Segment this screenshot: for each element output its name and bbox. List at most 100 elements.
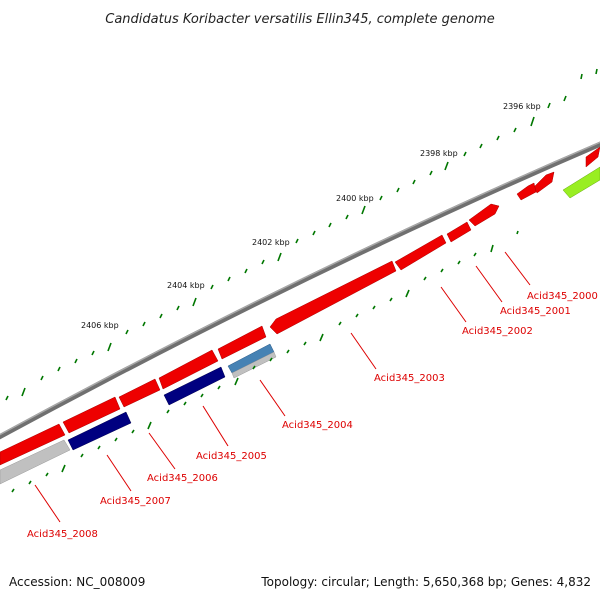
gene-feature[interactable] xyxy=(0,439,71,485)
scale-tick xyxy=(200,393,204,398)
scale-tick xyxy=(45,472,49,477)
scale-tick xyxy=(530,116,535,127)
scale-tick xyxy=(516,230,519,235)
scale-tick xyxy=(457,260,461,265)
inner-scale-ticks xyxy=(11,230,519,493)
kbp-label: 2398 kbp xyxy=(420,149,458,158)
scale-tick xyxy=(131,429,135,434)
scale-tick xyxy=(580,73,583,80)
scale-tick xyxy=(159,313,163,319)
leader-line xyxy=(259,379,286,417)
scale-tick xyxy=(183,401,187,406)
gene-feature[interactable] xyxy=(62,396,121,434)
scale-tick xyxy=(107,342,112,352)
scale-tick xyxy=(28,480,32,485)
scale-tick xyxy=(490,244,494,253)
scale-tick xyxy=(261,259,265,265)
gene-label[interactable]: Acid345_2001 xyxy=(500,306,571,317)
scale-tick xyxy=(97,445,101,450)
accession-text: Accession: NC_008009 xyxy=(9,575,145,589)
gene-label[interactable]: Acid345_2004 xyxy=(282,420,353,431)
gene-label[interactable]: Acid345_2000 xyxy=(527,291,598,302)
scale-tick xyxy=(11,488,15,493)
leader-line xyxy=(202,405,229,447)
gene-feature[interactable] xyxy=(158,349,219,390)
scale-tick xyxy=(473,252,477,257)
leader-line xyxy=(148,432,176,470)
gene-label[interactable]: Acid345_2003 xyxy=(374,373,445,384)
reverse-strand-features xyxy=(0,166,600,485)
scale-tick xyxy=(147,421,152,430)
gene-label[interactable]: Acid345_2006 xyxy=(147,473,218,484)
scale-tick xyxy=(21,387,26,397)
scale-tick xyxy=(355,313,359,318)
scale-tick xyxy=(595,68,598,75)
scale-tick xyxy=(295,238,299,244)
scale-tick xyxy=(303,341,307,346)
scale-tick xyxy=(513,127,517,133)
gene-label[interactable]: Acid345_2008 xyxy=(27,529,98,540)
gene-feature[interactable] xyxy=(67,411,132,451)
kbp-label: 2404 kbp xyxy=(167,281,205,290)
scale-tick xyxy=(463,151,467,157)
scale-tick xyxy=(429,170,433,176)
gene-feature[interactable] xyxy=(217,325,267,360)
scale-tick xyxy=(372,305,376,310)
gene-feature[interactable] xyxy=(394,234,447,271)
gene-feature[interactable] xyxy=(231,351,277,379)
gene-feature[interactable] xyxy=(269,260,397,335)
scale-tick xyxy=(176,305,180,311)
scale-tick xyxy=(405,289,410,298)
scale-tick xyxy=(40,375,44,381)
gene-label[interactable]: Acid345_2002 xyxy=(462,326,533,337)
topology-text: Topology: circular; Length: 5,650,368 bp… xyxy=(260,575,591,589)
scale-tick xyxy=(563,95,567,102)
scale-tick xyxy=(345,214,349,220)
map-title: Candidatus Koribacter versatilis Ellin34… xyxy=(105,12,494,27)
gene-feature[interactable] xyxy=(446,221,472,243)
gene-feature[interactable] xyxy=(585,146,600,168)
scale-tick xyxy=(338,321,342,326)
gene-feature[interactable] xyxy=(118,378,161,408)
scale-tick xyxy=(312,230,316,236)
scale-tick xyxy=(328,222,332,228)
scale-tick xyxy=(142,321,146,327)
gene-feature[interactable] xyxy=(516,182,537,201)
scale-tick xyxy=(125,329,129,335)
leader-line xyxy=(106,454,132,492)
scale-tick xyxy=(192,297,197,307)
scale-tick xyxy=(286,349,290,354)
scale-tick xyxy=(423,276,427,281)
scale-tick xyxy=(440,268,444,273)
scale-tick xyxy=(227,276,231,282)
scale-tick xyxy=(5,395,9,401)
scale-tick xyxy=(234,377,239,386)
gene-label[interactable]: Acid345_2005 xyxy=(196,451,267,462)
scale-tick xyxy=(479,143,483,149)
scale-tick xyxy=(74,358,78,364)
scale-tick xyxy=(91,350,95,356)
leader-line xyxy=(34,484,61,523)
scale-tick xyxy=(166,409,170,414)
gene-feature[interactable] xyxy=(163,366,226,406)
forward-strand-features xyxy=(0,146,600,466)
kbp-label: 2406 kbp xyxy=(81,321,119,330)
scale-tick xyxy=(61,464,66,473)
scale-tick xyxy=(396,187,400,193)
gene-feature[interactable] xyxy=(0,423,66,466)
leader-line xyxy=(504,251,531,286)
leader-line xyxy=(440,286,467,323)
gene-feature[interactable] xyxy=(533,171,555,194)
gene-feature[interactable] xyxy=(468,203,500,227)
scale-tick xyxy=(217,385,221,390)
scale-tick xyxy=(547,102,551,109)
leader-line xyxy=(350,332,377,370)
genome-backbone xyxy=(0,141,600,440)
scale-tick xyxy=(319,333,324,342)
gene-label[interactable]: Acid345_2007 xyxy=(100,496,171,507)
label-leader-lines xyxy=(34,251,531,523)
scale-tick xyxy=(252,365,256,370)
scale-tick xyxy=(389,297,393,302)
gene-feature[interactable] xyxy=(562,166,600,199)
